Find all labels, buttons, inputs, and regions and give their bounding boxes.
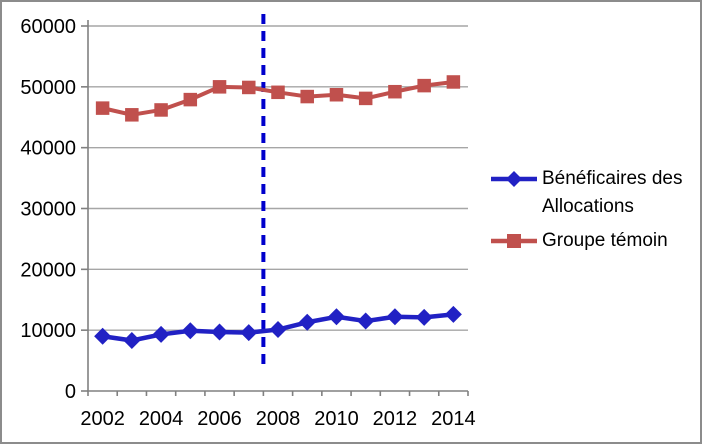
svg-text:2010: 2010 <box>314 408 359 430</box>
gridlines <box>88 25 468 331</box>
legend-label-line: Bénéficaires des <box>542 168 683 189</box>
svg-text:20000: 20000 <box>20 259 76 281</box>
legend-item-groupe-temoin: Groupe témoin <box>489 227 668 255</box>
svg-text:2004: 2004 <box>139 408 184 430</box>
svg-text:2012: 2012 <box>373 408 418 430</box>
svg-text:60000: 60000 <box>20 16 76 38</box>
svg-text:40000: 40000 <box>20 138 76 160</box>
y-axis-labels: 0 10000 20000 30000 40000 50000 60000 <box>20 16 76 403</box>
svg-text:50000: 50000 <box>20 77 76 99</box>
svg-text:2002: 2002 <box>80 408 125 430</box>
svg-text:2014: 2014 <box>431 408 476 430</box>
axes <box>81 20 469 396</box>
legend-label-groupe-temoin: Groupe témoin <box>542 227 668 255</box>
series-groupe-temoin <box>95 75 461 122</box>
svg-text:0: 0 <box>65 381 76 403</box>
legend-item-beneficiaires: Bénéficaires des Allocations <box>489 165 682 221</box>
legend-marker-beneficiaires-icon <box>491 171 537 187</box>
svg-text:30000: 30000 <box>20 199 76 221</box>
svg-text:10000: 10000 <box>20 320 76 342</box>
x-axis-labels: 2002 2004 2006 2008 2010 2012 2014 <box>80 408 475 430</box>
legend-label-beneficiaires: Bénéficaires des Allocations <box>542 165 682 221</box>
legend-label-line: Allocations <box>542 196 634 217</box>
svg-text:2006: 2006 <box>197 408 242 430</box>
legend-label-line: Groupe témoin <box>542 230 668 251</box>
series-beneficiaires <box>94 305 462 350</box>
legend-marker-groupe-temoin-icon <box>491 234 537 248</box>
svg-text:2008: 2008 <box>256 408 301 430</box>
